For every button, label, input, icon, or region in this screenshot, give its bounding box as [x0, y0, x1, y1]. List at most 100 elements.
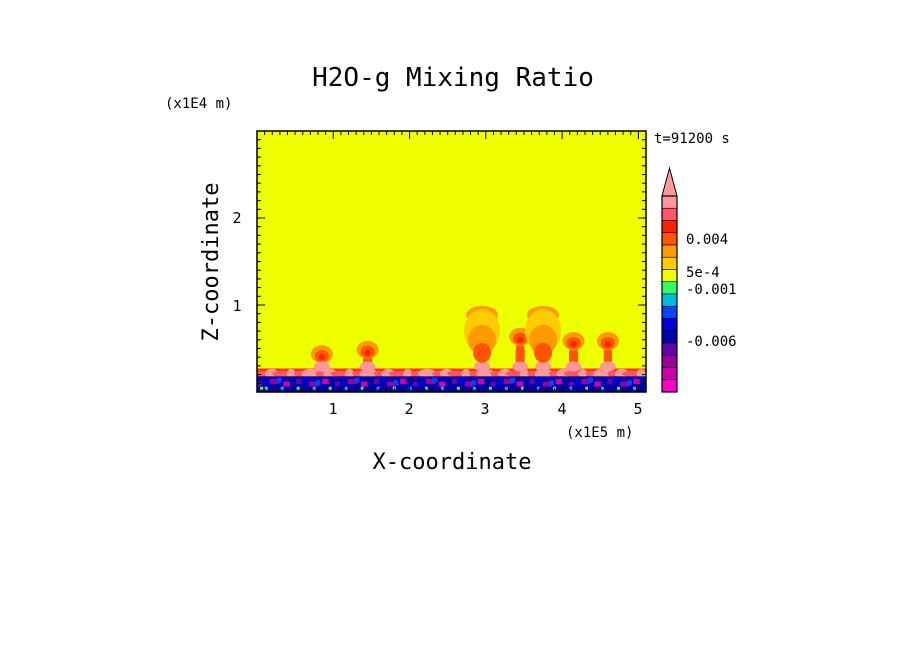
colorbar-frame — [661, 195, 678, 393]
dry-cell — [302, 377, 310, 383]
moist-cell — [622, 370, 641, 377]
dry-cell — [451, 378, 457, 384]
dry-speck — [360, 386, 364, 390]
dry-cell — [367, 380, 377, 386]
tower-core — [534, 342, 553, 363]
colorbar-segment — [661, 269, 678, 283]
moist-cell — [556, 368, 571, 379]
colorbar-segment — [661, 220, 678, 234]
colorbar-segment — [661, 342, 678, 356]
colorbar-extend-arrow — [661, 166, 678, 197]
dry-cell — [639, 377, 646, 383]
dry-cell — [399, 378, 407, 384]
y-tick-label: 1 — [232, 297, 241, 315]
dry-speck — [600, 386, 604, 390]
moist-cell — [344, 368, 354, 379]
dry-cell — [354, 377, 360, 383]
plume-base — [599, 361, 616, 372]
plume-base — [565, 361, 582, 372]
moist-cell — [461, 368, 471, 379]
x-axis-label: X-coordinate — [373, 450, 532, 475]
colorbar-segment — [661, 305, 678, 319]
dry-speck — [488, 386, 492, 390]
dry-speck — [376, 386, 380, 390]
dry-speck — [520, 386, 524, 390]
plume-base — [512, 361, 529, 372]
moist-cell — [359, 368, 378, 379]
dry-cell — [406, 377, 416, 383]
dry-cell — [633, 378, 641, 384]
colorbar — [661, 166, 678, 393]
y-axis-label: Z-coordinate — [199, 183, 224, 342]
moist-cell — [490, 370, 500, 377]
dry-cell — [548, 380, 554, 386]
dry-cell — [315, 380, 321, 386]
colorbar-segment — [661, 232, 678, 246]
chart-title: H2O-g Mixing Ratio — [312, 63, 594, 93]
dry-speck — [584, 386, 588, 390]
moist-cell — [373, 370, 384, 377]
plume-base — [359, 361, 376, 372]
colorbar-label: -0.001 — [686, 282, 737, 298]
dry-speck — [260, 386, 264, 390]
dry-speck — [408, 386, 412, 390]
x-tick-label: 2 — [404, 400, 413, 418]
dry-cell — [613, 377, 621, 383]
moist-cell — [432, 370, 442, 377]
moist-cell — [381, 368, 396, 379]
dry-cell — [419, 380, 427, 386]
moist-cell — [272, 370, 291, 377]
dry-speck — [617, 386, 621, 390]
dry-cell — [568, 381, 574, 387]
x-tick-label: 1 — [328, 400, 337, 418]
dry-speck — [328, 386, 332, 390]
plume-stem — [515, 338, 525, 369]
dry-speck — [472, 386, 476, 390]
colorbar-segment — [661, 207, 678, 221]
dry-cell — [348, 378, 358, 384]
dry-cell — [471, 380, 477, 386]
dry-cell — [620, 381, 630, 387]
plume-cap-core — [570, 341, 577, 348]
moist-cell — [330, 370, 349, 377]
moist-cell — [578, 368, 588, 379]
dry-cell — [587, 377, 593, 383]
dry-cell — [626, 380, 632, 386]
colorbar-segment — [661, 293, 678, 307]
moist-cell — [505, 370, 524, 377]
moist-cell — [549, 370, 559, 377]
colorbar-segment — [661, 281, 678, 295]
dry-cell — [296, 378, 302, 384]
dry-cell — [386, 381, 396, 387]
dry-cell — [523, 380, 533, 386]
dry-cell — [432, 377, 438, 383]
dry-cell — [289, 380, 299, 386]
x-tick-label: 4 — [557, 400, 566, 418]
y-scale-label: (x1E4 m) — [165, 96, 232, 112]
plot-area — [256, 130, 647, 393]
dry-cell — [328, 377, 338, 383]
dry-speck — [568, 386, 572, 390]
dry-cell — [412, 381, 418, 387]
dry-speck — [280, 386, 284, 390]
dry-cell — [497, 380, 505, 386]
moist-cell — [607, 370, 617, 377]
colorbar-label: 0.004 — [686, 232, 728, 248]
plume — [310, 345, 333, 372]
dry-cell — [484, 377, 494, 383]
dry-cell — [581, 378, 591, 384]
plume-cap-core — [318, 354, 325, 361]
colorbar-label: 5e-4 — [686, 265, 720, 281]
dry-cell — [477, 378, 485, 384]
moist-cell — [257, 370, 267, 377]
dry-speck — [296, 386, 300, 390]
dry-cell — [425, 378, 435, 384]
moist-cell — [439, 368, 454, 379]
dry-cell — [574, 380, 582, 386]
dry-cell — [263, 380, 271, 386]
dry-cell — [257, 381, 263, 387]
moist-cell — [418, 368, 437, 379]
colorbar-segment — [661, 195, 678, 209]
dry-speck — [633, 386, 637, 390]
